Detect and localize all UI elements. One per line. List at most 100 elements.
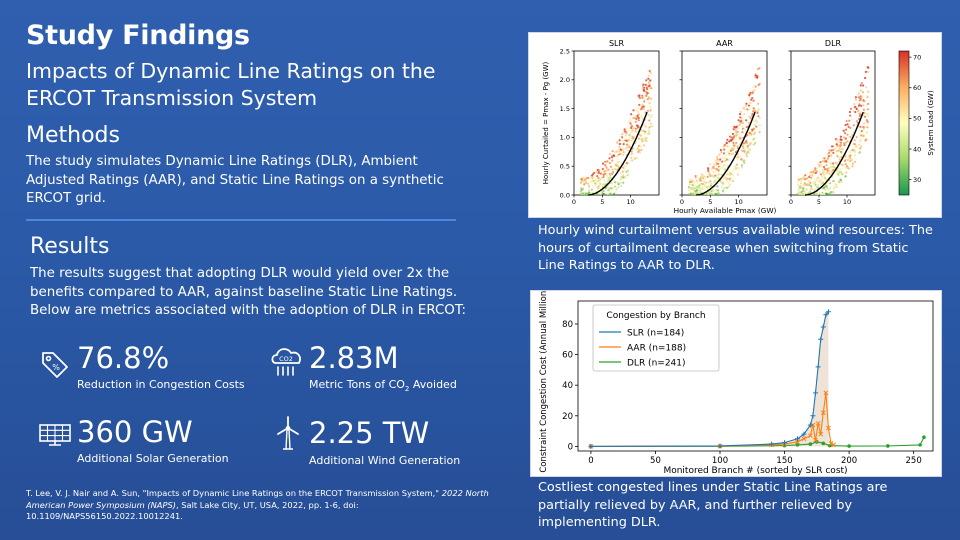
scatter-point [631,137,634,140]
scatter-point [643,123,646,126]
page-subtitle: Impacts of Dynamic Line Ratings on the E… [26,59,436,110]
scatter-point [622,153,625,157]
scatter-point [858,143,861,146]
scatter-point [827,157,830,160]
scatter-point [729,173,732,176]
scatter-point [637,119,640,122]
scatter-point [859,113,862,116]
series-point-aar [826,425,831,431]
scatter-point [632,127,635,130]
scatter-point [837,173,840,176]
scatter-point [622,166,625,169]
scatter-point [724,168,727,171]
scatter-point [866,120,869,123]
scatter-point [718,153,721,156]
metric-value-solar: 360 GW [77,415,193,449]
scatter-point [649,79,652,82]
colorbar-tick-label: 50 [913,115,921,123]
scatter-point [839,168,842,171]
scatter-point [692,192,695,195]
scatter-point [590,175,593,178]
scatter-point [604,164,607,167]
scatter-point [748,96,751,99]
series-point-aar [818,431,824,437]
scatter-point [711,189,714,192]
scatter-point [864,139,867,142]
metric-value-co2: 2.83M [309,341,399,375]
scatter-point [817,192,820,195]
scatter-point [746,108,749,111]
scatter-point [818,165,821,168]
series-point-slr [794,436,800,442]
scatter-point [838,156,841,159]
y-tick-label: 80 [562,320,573,330]
scatter-point [587,185,591,188]
scatter-point [867,70,870,73]
figure-congestion: 0 50 100 150 200 250 0 20 40 60 80 Congestion by Br… [530,279,942,477]
scatter-point [821,159,824,163]
scatter-point [630,113,633,116]
scatter-point [857,104,861,107]
scatter-point [814,192,817,195]
scatter-point [746,150,750,153]
scatter-point [832,188,835,191]
scatter-point [755,125,758,128]
scatter-point [750,93,753,96]
scatter-point [754,75,757,79]
scatter-point [736,134,739,137]
scatter-point [757,115,760,118]
scatter-panel-dlr: DLR 0 5 10 [788,39,876,206]
scatter-point [853,139,856,142]
scatter-point [833,185,836,189]
scatter-point [639,134,642,137]
scatter-point [855,157,858,161]
scatter-point [816,186,820,189]
x-tick-label: 50 [650,456,661,466]
scatter-point [623,140,627,143]
scatter-point [843,164,846,167]
scatter-point [745,119,748,122]
scatter-point [848,119,851,122]
scatter-point [599,178,602,181]
scatter-point [595,170,598,173]
scatter-point [860,104,863,107]
scatter-point [867,102,870,105]
scatter-point [745,104,748,107]
scatter-point [857,91,860,94]
scatter-point [600,176,603,179]
scatter-point [606,160,609,163]
scatter-point [726,186,729,189]
scatter-panel-slr: SLR 0 5 10 0.0 0.5 1.0 1.5 2.0 2.5 [560,39,660,206]
scatter-point [866,108,869,111]
scatter-point [708,163,712,166]
scatter-point [630,150,633,153]
scatter-point [719,158,722,161]
scatter-point [859,95,862,98]
scatter-point [830,145,834,148]
series-line-dlr [590,436,925,447]
colorbar-tick-label: 70 [913,53,921,61]
scatter-point [629,122,632,125]
scatter-point [610,160,613,163]
scatter-point [847,158,850,161]
scatter-point [810,182,813,185]
scatter-point [844,123,847,127]
fit-curve [696,111,756,196]
scatter-point [843,144,846,147]
scatter-point [854,149,857,153]
scatter-point [645,79,648,82]
scatter-point [796,181,799,184]
scatter-point [640,138,643,141]
scatter-point [822,173,825,176]
scatter-point [709,192,712,195]
scatter-point [726,177,729,180]
scatter-point [820,175,824,178]
scatter-point [616,181,619,184]
scatter-point [862,84,865,87]
y-tick-label: 0.5 [560,163,570,171]
series-point-aar [808,433,813,439]
metric-label-co2-prefix: Metric Tons of CO [309,378,405,391]
scatter-point [860,145,863,148]
scatter-point [618,145,621,148]
scatter-point [843,132,847,135]
